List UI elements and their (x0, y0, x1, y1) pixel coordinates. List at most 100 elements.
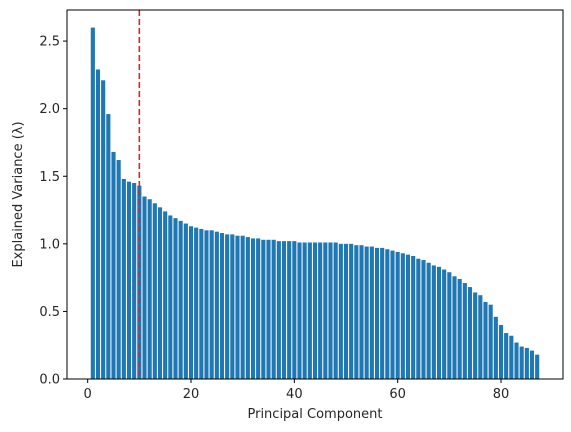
bar-pc-84 (519, 346, 524, 379)
bar-pc-20 (188, 226, 194, 379)
bar-pc-49 (338, 243, 343, 379)
bar-pc-69 (442, 269, 447, 379)
y-tick-label-1.5: 1.5 (39, 170, 60, 185)
bar-pc-67 (431, 265, 436, 379)
bar-pc-53 (359, 245, 364, 379)
bar-pc-52 (354, 245, 359, 379)
bar-pc-58 (385, 249, 390, 379)
bar-pc-1 (90, 27, 95, 379)
bar-pc-26 (219, 233, 225, 379)
bar-pc-6 (116, 160, 121, 379)
bar-pc-46 (323, 242, 328, 379)
bar-pc-29 (235, 235, 240, 379)
bar-pc-85 (524, 347, 529, 379)
bar-pc-38 (281, 241, 287, 379)
bars (90, 27, 540, 380)
bar-pc-61 (400, 253, 405, 379)
x-tick-label-20: 20 (183, 387, 200, 402)
bar-pc-8 (126, 181, 132, 379)
bar-pc-83 (514, 342, 519, 379)
bar-pc-28 (230, 234, 235, 379)
bar-pc-25 (214, 231, 219, 379)
bar-pc-63 (411, 256, 416, 379)
bar-pc-51 (349, 243, 354, 379)
bar-pc-77 (483, 301, 488, 379)
bar-pc-43 (307, 242, 312, 379)
bar-pc-13 (152, 203, 157, 379)
x-tick-label-0: 0 (84, 387, 92, 402)
bar-pc-55 (369, 246, 374, 379)
bar-pc-21 (194, 227, 199, 379)
x-tick-label-60: 60 (389, 387, 406, 402)
bar-pc-14 (157, 207, 163, 379)
bar-pc-56 (374, 247, 380, 379)
bar-pc-47 (328, 242, 333, 379)
bar-pc-48 (333, 242, 338, 379)
bar-pc-76 (478, 295, 483, 379)
bar-pc-39 (287, 241, 292, 379)
y-tick-label-0.5: 0.5 (39, 305, 60, 320)
bar-pc-32 (250, 238, 256, 379)
bar-pc-72 (457, 278, 462, 379)
y-tick-label-1.0: 1.0 (39, 237, 60, 252)
bar-pc-41 (297, 242, 302, 379)
bar-pc-65 (421, 260, 426, 379)
x-tick-label-80: 80 (493, 387, 510, 402)
bar-pc-2 (95, 69, 101, 379)
bar-pc-60 (395, 251, 400, 379)
bar-pc-15 (163, 211, 168, 379)
bar-pc-87 (535, 354, 540, 379)
bar-pc-59 (390, 250, 395, 379)
bar-pc-68 (436, 266, 442, 379)
y-tick-label-2.5: 2.5 (39, 35, 60, 50)
bar-pc-9 (132, 183, 137, 379)
bar-pc-24 (209, 230, 214, 379)
bar-pc-7 (121, 178, 126, 379)
bar-pc-11 (142, 196, 147, 379)
bar-pc-75 (473, 292, 478, 379)
bar-pc-86 (529, 350, 535, 379)
plot-frame (66, 9, 564, 380)
bar-pc-30 (240, 235, 245, 379)
y-axis-label: Explained Variance (λ) (11, 121, 26, 267)
bar-pc-70 (447, 272, 452, 379)
y-tick-label-2.0: 2.0 (39, 102, 60, 117)
bar-pc-62 (405, 254, 411, 379)
bar-pc-37 (276, 241, 281, 379)
bar-pc-74 (467, 287, 473, 379)
bar-pc-33 (256, 238, 261, 379)
bar-pc-16 (168, 215, 173, 379)
bar-pc-80 (498, 324, 504, 379)
bar-pc-18 (178, 220, 183, 379)
bar-pc-5 (111, 151, 116, 379)
bar-pc-3 (101, 80, 106, 380)
bar-pc-44 (312, 242, 318, 379)
bar-pc-81 (504, 333, 509, 379)
bar-pc-34 (261, 239, 266, 379)
x-axis-label: Principal Component (247, 407, 382, 422)
bar-pc-73 (462, 283, 467, 379)
bar-pc-40 (292, 241, 297, 379)
bar-pc-22 (199, 228, 204, 379)
bar-pc-42 (302, 242, 307, 379)
bar-pc-66 (426, 262, 431, 379)
bar-pc-57 (380, 247, 385, 379)
bar-pc-4 (106, 114, 111, 380)
bar-pc-36 (271, 239, 276, 379)
bar-pc-45 (318, 242, 323, 379)
bar-pc-82 (509, 335, 514, 379)
x-axis-ticks: 0 20 40 60 80 (84, 379, 510, 402)
bar-pc-79 (493, 316, 498, 379)
bar-pc-23 (204, 230, 209, 379)
bar-pc-35 (266, 239, 271, 379)
bar-pc-27 (225, 234, 230, 379)
bar-pc-71 (452, 276, 457, 379)
bar-pc-31 (245, 237, 250, 379)
bar-pc-12 (147, 199, 152, 379)
bar-pc-50 (343, 243, 349, 379)
y-axis-ticks: 0.0 0.5 1.0 1.5 2.0 2.5 (39, 35, 67, 388)
bar-pc-19 (183, 223, 188, 379)
bar-pc-54 (364, 246, 369, 379)
bar-pc-64 (416, 258, 421, 379)
